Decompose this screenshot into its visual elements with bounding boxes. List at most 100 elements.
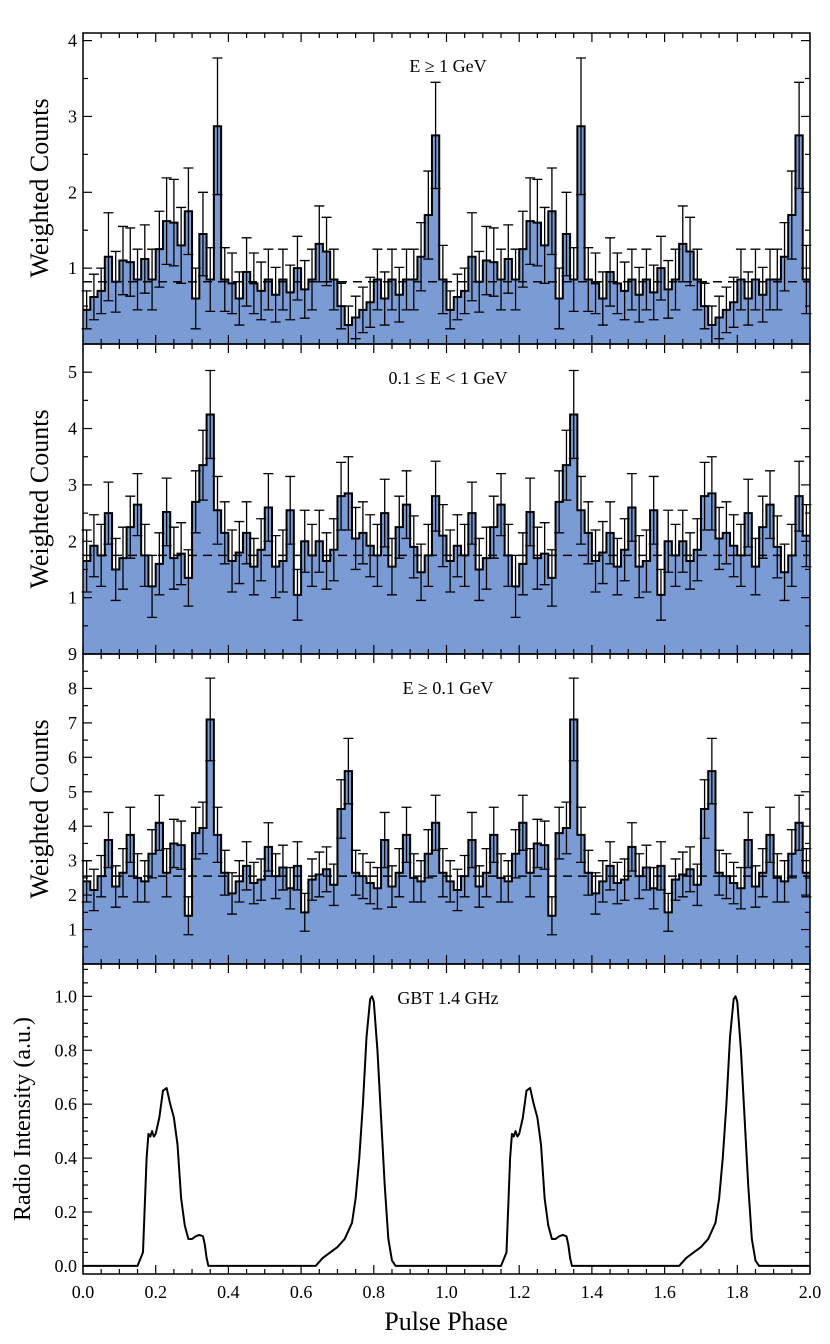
error-bar <box>641 844 652 891</box>
error-bar <box>190 470 201 534</box>
error-bar <box>132 472 143 537</box>
error-bar <box>408 248 419 311</box>
histogram-bar <box>482 558 491 654</box>
y-tick-label: 0.6 <box>55 1094 78 1114</box>
histogram-bar <box>141 259 149 344</box>
plot-frame <box>82 963 811 1275</box>
histogram-bar <box>642 279 651 344</box>
histogram-bar <box>657 268 665 344</box>
error-bar <box>597 271 608 326</box>
error-bar <box>590 872 601 915</box>
histogram-bar <box>679 541 687 654</box>
error-bar <box>416 543 427 602</box>
error-bar <box>117 847 128 898</box>
panel-radio-profile: 0.0 0.2 0.4 0.6 0.8 1.0 0.0 0.2 0.4 0.6 0.8 1.0 1.2 1… <box>10 963 821 1336</box>
histogram-bar <box>591 893 600 964</box>
error-bar <box>794 460 805 532</box>
error-bar <box>183 896 194 936</box>
histogram-bar <box>722 532 731 654</box>
y-tick-label: 3 <box>68 851 77 871</box>
error-bar <box>241 501 252 565</box>
histogram-bar <box>635 566 644 654</box>
histogram-bar <box>657 865 665 964</box>
histogram-bar <box>468 513 476 654</box>
x-tick-label: 0.8 <box>363 1282 386 1302</box>
histogram-bar <box>504 881 513 964</box>
error-bar <box>248 861 259 905</box>
error-bar <box>386 537 397 596</box>
histogram-bar <box>497 504 506 654</box>
x-tick-label: 1.8 <box>726 1282 749 1302</box>
histogram-bar <box>221 872 229 964</box>
error-bar <box>699 779 710 839</box>
error-bar <box>190 267 201 330</box>
error-bar <box>285 264 296 321</box>
error-bar <box>154 794 165 851</box>
histogram-bar <box>773 279 782 344</box>
error-bar <box>597 860 608 903</box>
error-bar <box>365 514 376 578</box>
y-tick-label: 0.4 <box>55 1148 78 1168</box>
histogram-bar <box>119 872 128 964</box>
error-bar <box>183 549 194 607</box>
y-tick-label: 7 <box>68 713 77 733</box>
error-bar <box>546 896 557 936</box>
histogram-bar <box>715 872 724 964</box>
histogram-bar <box>90 296 98 344</box>
error-bar <box>612 861 623 905</box>
radio-content <box>83 995 810 1267</box>
histogram-bar <box>584 872 593 964</box>
histogram-bar <box>613 883 622 964</box>
histogram-bar <box>686 561 695 654</box>
error-bar <box>445 860 456 903</box>
histogram-bar <box>235 881 244 964</box>
histogram-bar <box>250 566 258 654</box>
histogram-bar <box>337 809 346 964</box>
error-bar <box>539 820 550 870</box>
histogram-bar <box>708 771 716 964</box>
histogram-bar <box>795 822 804 964</box>
error-bar <box>525 177 536 265</box>
histogram-content <box>81 57 812 345</box>
error-bar <box>612 252 623 315</box>
histogram-bar <box>97 876 106 964</box>
error-bar <box>641 529 652 593</box>
histogram-bar <box>104 840 113 964</box>
histogram-bar <box>184 211 193 344</box>
histogram-bar <box>562 465 571 654</box>
panel-title: E ≥ 1 GeV <box>409 56 486 76</box>
histogram-bar <box>511 279 520 344</box>
error-bar <box>212 57 223 196</box>
error-bar <box>743 271 754 326</box>
histogram-bar <box>293 594 302 654</box>
histogram-bar <box>206 414 215 654</box>
error-bar <box>88 514 99 578</box>
error-bar <box>626 822 637 872</box>
error-bar <box>292 841 303 891</box>
error-bar <box>685 846 696 893</box>
y-axis-label: Weighted Counts <box>25 409 54 588</box>
error-bar <box>794 81 805 190</box>
histogram-bar <box>308 555 317 654</box>
error-bar <box>386 248 397 311</box>
histogram-bar <box>541 845 549 964</box>
histogram-bar <box>395 527 404 654</box>
error-bar <box>88 868 99 912</box>
histogram-bar <box>104 513 113 654</box>
error-bar <box>532 526 543 590</box>
error-bar <box>692 863 703 907</box>
histogram-bar <box>439 535 447 654</box>
error-bar <box>619 261 630 321</box>
x-axis-label: Pulse Phase <box>384 1307 508 1336</box>
histogram-bar <box>155 249 164 344</box>
histogram-bar <box>497 877 506 964</box>
histogram-bar <box>112 569 120 654</box>
error-bar <box>161 477 172 547</box>
error-bar <box>488 495 499 559</box>
histogram-bar <box>199 465 207 654</box>
histogram-bar <box>431 135 440 344</box>
histogram-bar <box>766 279 775 344</box>
error-bar <box>779 543 790 602</box>
histogram-bar <box>119 260 128 344</box>
histogram-bar <box>206 719 215 964</box>
